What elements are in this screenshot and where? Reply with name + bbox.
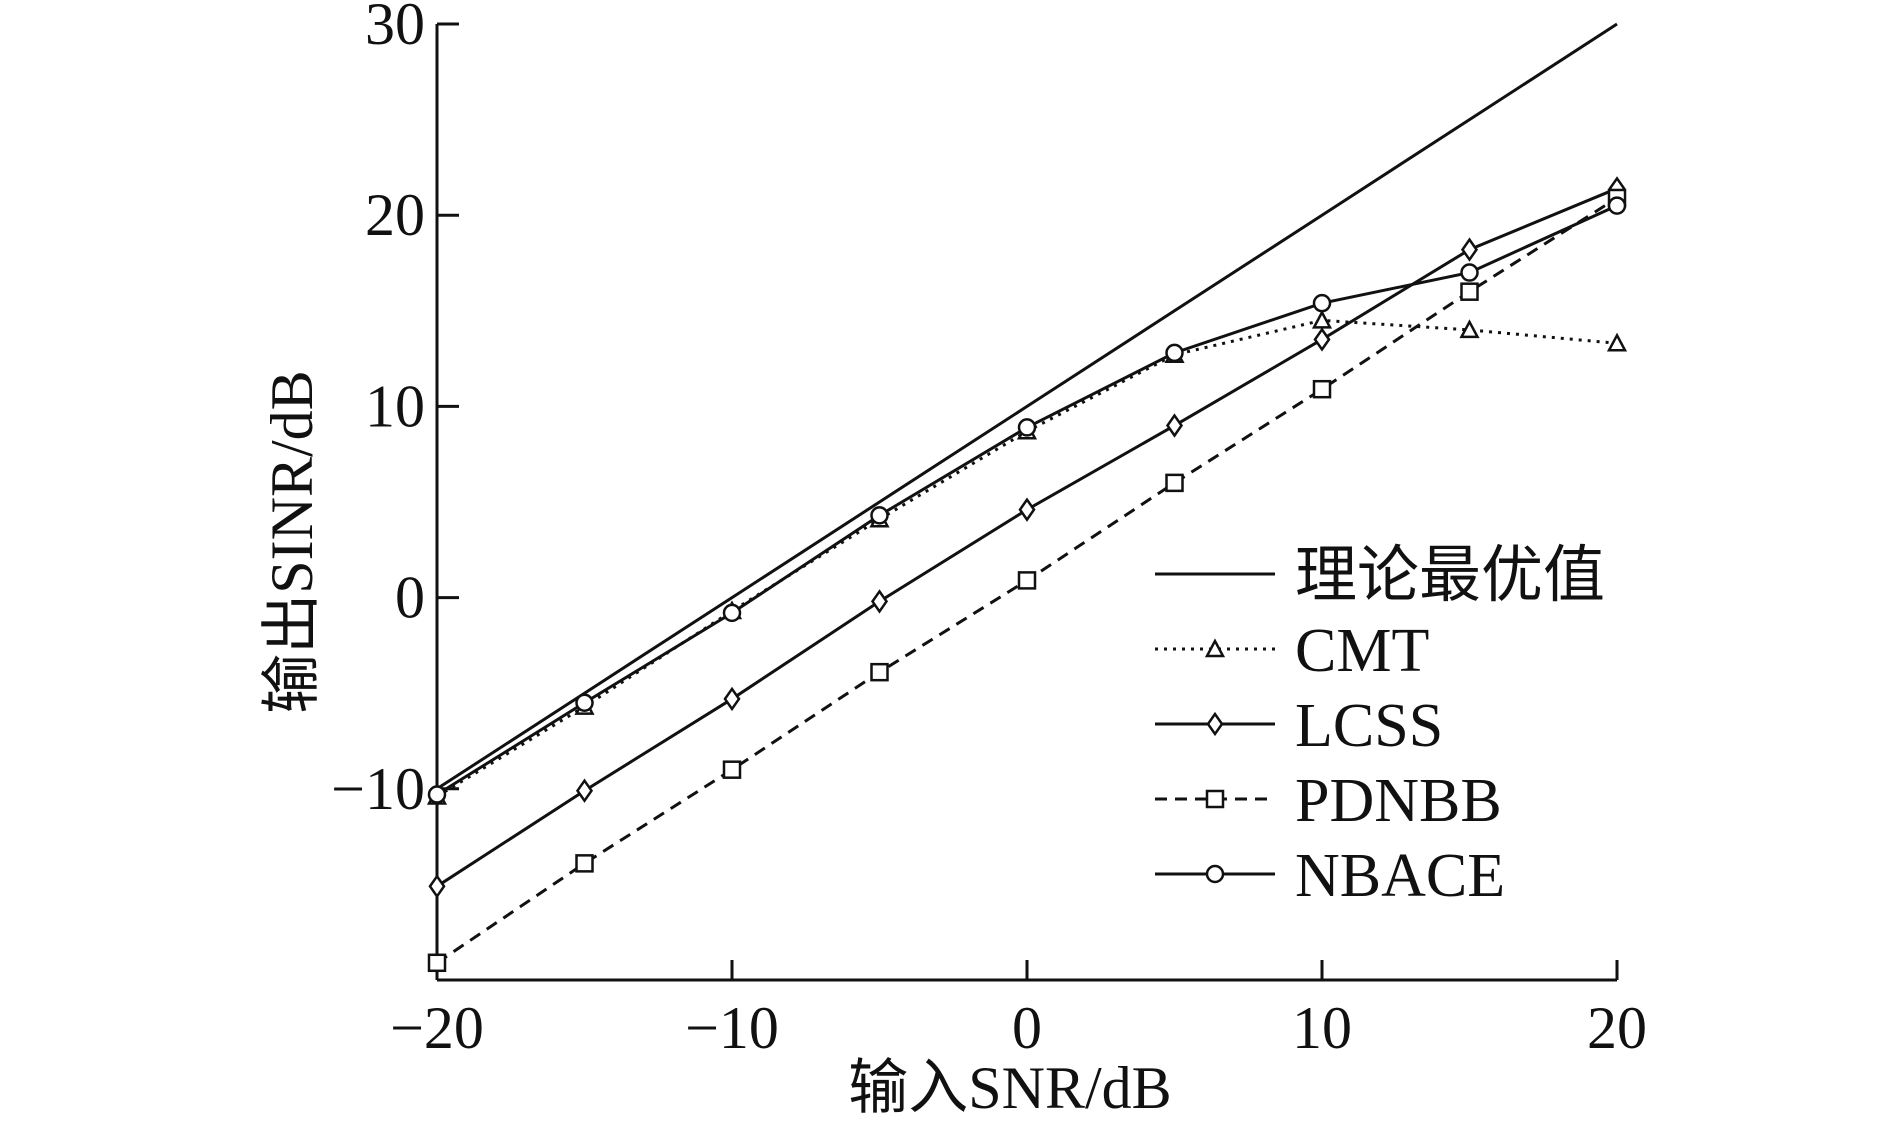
legend-marker <box>1205 789 1225 809</box>
series-5 <box>427 196 1627 804</box>
legend-item: CMT <box>1155 617 1429 685</box>
data-point <box>1018 497 1036 522</box>
legend-label: CMT <box>1295 617 1429 685</box>
x-tick-label: 0 <box>1012 995 1042 1061</box>
data-point <box>722 760 742 779</box>
data-point <box>427 953 447 973</box>
legend: 理论最优值 CMT LCSS PDNBB NBACE <box>1155 542 1605 910</box>
data-point <box>1606 332 1628 352</box>
legend-label: PDNBB <box>1295 767 1502 835</box>
x-tick-label: −20 <box>390 995 484 1061</box>
x-tick-label: −10 <box>685 995 779 1061</box>
data-point <box>1165 413 1184 438</box>
data-point <box>723 686 741 712</box>
data-point <box>1165 473 1184 493</box>
legend-label: 理论最优值 <box>1295 542 1605 610</box>
data-point <box>1459 319 1480 339</box>
axes: −20 −10 0 10 20 −10 0 10 20 30 <box>331 0 1647 1061</box>
legend-marker <box>1206 711 1224 737</box>
legend-item: PDNBB <box>1155 767 1502 835</box>
data-point <box>1017 418 1037 437</box>
data-point <box>575 778 594 803</box>
legend-item: LCSS <box>1155 692 1443 760</box>
legend-marker <box>1205 864 1225 884</box>
y-tick-label: 30 <box>365 0 425 57</box>
x-axis-title: 输入SNR/dB <box>848 1055 1171 1118</box>
data-point <box>1607 196 1627 215</box>
data-point <box>1312 379 1332 399</box>
legend-label: LCSS <box>1295 692 1443 760</box>
data-point <box>870 662 889 682</box>
legend-item: NBACE <box>1155 842 1505 910</box>
series-layer <box>426 22 1628 973</box>
y-tick-label: 20 <box>365 182 425 248</box>
data-point <box>1017 571 1037 590</box>
series-3 <box>428 176 1626 899</box>
x-tick-label: 10 <box>1292 995 1352 1061</box>
y-axis-title: 输出SINR/dB <box>259 370 325 713</box>
data-point <box>1312 293 1332 313</box>
y-tick-label: 10 <box>365 373 425 439</box>
data-point <box>575 693 594 713</box>
legend-item: 理论最优值 <box>1155 542 1605 610</box>
legend-label: NBACE <box>1295 842 1505 910</box>
data-point <box>427 785 447 804</box>
data-point <box>1165 343 1184 363</box>
data-point <box>870 506 889 525</box>
data-point <box>428 874 446 899</box>
legend-marker <box>1204 638 1226 658</box>
x-tick-label: 20 <box>1587 995 1647 1061</box>
series-1 <box>436 22 1618 791</box>
data-point <box>1460 263 1479 282</box>
data-point <box>870 589 889 614</box>
data-point <box>575 854 594 873</box>
y-tick-label: 0 <box>395 565 425 631</box>
data-point <box>722 603 742 623</box>
data-point <box>1460 237 1479 262</box>
y-tick-label: −10 <box>331 756 425 822</box>
data-point <box>1313 327 1331 352</box>
data-point <box>1460 282 1479 301</box>
series-line <box>436 22 1618 791</box>
